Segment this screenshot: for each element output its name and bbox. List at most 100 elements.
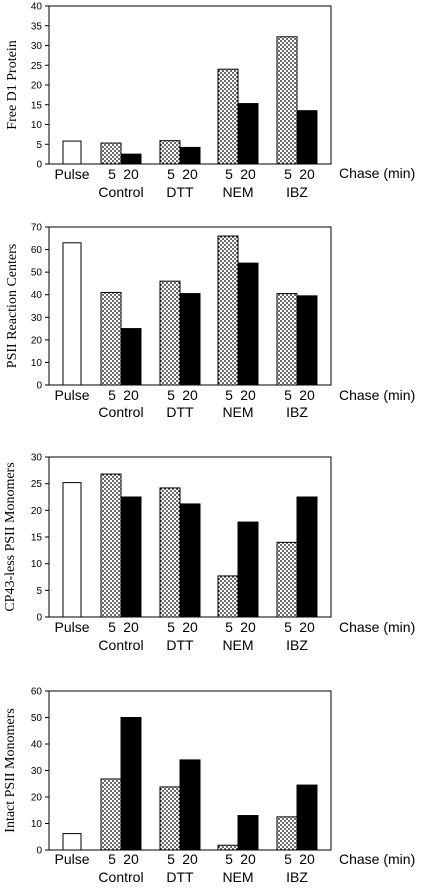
bar-ibz-5min bbox=[276, 541, 298, 618]
bar-control-20min bbox=[120, 328, 142, 386]
bar-pulse bbox=[62, 482, 82, 618]
time-label-20: 20 bbox=[123, 851, 139, 867]
time-label-5: 5 bbox=[284, 619, 292, 635]
y-tick-label: 30 bbox=[31, 41, 43, 52]
bar-ibz-20min bbox=[296, 110, 318, 165]
time-label-20: 20 bbox=[240, 851, 256, 867]
bar-dtt-20min bbox=[179, 293, 201, 386]
group-label-dtt: DTT bbox=[166, 404, 194, 420]
time-label-5: 5 bbox=[108, 387, 116, 403]
bar-nem-20min bbox=[237, 103, 259, 165]
y-tick-label: 20 bbox=[31, 335, 43, 346]
bar-control-5min bbox=[100, 473, 122, 618]
time-label-5: 5 bbox=[108, 619, 116, 635]
group-label-dtt: DTT bbox=[166, 184, 194, 200]
bar-control-5min bbox=[100, 142, 122, 165]
time-label-5: 5 bbox=[225, 619, 233, 635]
bar-nem-20min bbox=[237, 521, 259, 618]
category-label-pulse: Pulse bbox=[54, 619, 89, 635]
y-axis-label: PSII Reaction Centers bbox=[5, 244, 20, 368]
y-tick-label: 5 bbox=[36, 586, 42, 597]
bar-ibz-5min bbox=[276, 36, 298, 165]
time-label-20: 20 bbox=[182, 387, 198, 403]
y-tick-label: 5 bbox=[36, 140, 42, 151]
chase-label: Chase (min) bbox=[339, 165, 415, 181]
y-tick-label: 25 bbox=[31, 61, 43, 72]
bar-control-5min bbox=[100, 778, 122, 851]
category-label-pulse: Pulse bbox=[54, 166, 89, 182]
bar-nem-20min bbox=[237, 815, 259, 851]
time-label-5: 5 bbox=[108, 851, 116, 867]
y-tick-label: 40 bbox=[31, 290, 43, 301]
bar-pulse bbox=[62, 140, 82, 165]
y-tick-label: 15 bbox=[31, 100, 43, 111]
y-tick-label: 30 bbox=[31, 453, 43, 464]
y-tick-label: 15 bbox=[31, 533, 43, 544]
time-label-5: 5 bbox=[284, 851, 292, 867]
y-tick-label: 70 bbox=[31, 223, 43, 234]
time-label-20: 20 bbox=[299, 851, 315, 867]
group-label-control: Control bbox=[98, 637, 143, 653]
bar-pulse bbox=[62, 242, 82, 386]
time-label-5: 5 bbox=[284, 166, 292, 182]
time-label-5: 5 bbox=[225, 166, 233, 182]
y-tick-label: 20 bbox=[31, 793, 43, 804]
bar-control-20min bbox=[120, 717, 142, 851]
y-tick-label: 60 bbox=[31, 245, 43, 256]
bar-control-20min bbox=[120, 153, 142, 165]
y-tick-label: 30 bbox=[31, 766, 43, 777]
time-label-20: 20 bbox=[240, 619, 256, 635]
y-tick-label: 0 bbox=[36, 381, 42, 392]
time-label-20: 20 bbox=[182, 851, 198, 867]
time-label-20: 20 bbox=[299, 619, 315, 635]
bar-ibz-20min bbox=[296, 295, 318, 386]
y-tick-label: 20 bbox=[31, 506, 43, 517]
bar-nem-5min bbox=[217, 68, 239, 165]
time-label-20: 20 bbox=[123, 166, 139, 182]
category-label-pulse: Pulse bbox=[54, 387, 89, 403]
y-tick-label: 10 bbox=[31, 819, 43, 830]
bar-dtt-20min bbox=[179, 503, 201, 618]
chart-panel-2: 0 10 20 30 40 50 60 70 PSII Reaction Centers Puls… bbox=[5, 223, 415, 421]
group-label-dtt: DTT bbox=[166, 637, 194, 653]
y-tick-label: 0 bbox=[36, 613, 42, 624]
time-label-5: 5 bbox=[167, 619, 175, 635]
bar-dtt-5min bbox=[159, 280, 181, 386]
group-label-nem: NEM bbox=[222, 869, 253, 885]
group-label-nem: NEM bbox=[222, 637, 253, 653]
time-label-20: 20 bbox=[182, 619, 198, 635]
group-label-nem: NEM bbox=[222, 404, 253, 420]
time-label-5: 5 bbox=[225, 387, 233, 403]
bar-pulse bbox=[62, 833, 82, 851]
y-tick-label: 60 bbox=[31, 687, 43, 698]
bar-dtt-20min bbox=[179, 759, 201, 851]
y-tick-label: 10 bbox=[31, 120, 43, 131]
group-label-ibz: IBZ bbox=[286, 184, 308, 200]
time-label-5: 5 bbox=[167, 851, 175, 867]
time-label-20: 20 bbox=[240, 166, 256, 182]
chart-panel-1: 0 5 10 15 20 25 30 35 40 Free D1 Protein Pulse 5 20 C… bbox=[5, 2, 415, 201]
bar-nem-5min bbox=[217, 235, 239, 386]
group-label-control: Control bbox=[98, 404, 143, 420]
y-tick-label: 0 bbox=[36, 846, 42, 857]
bar-dtt-5min bbox=[159, 487, 181, 618]
bar-nem-5min bbox=[217, 844, 239, 851]
time-label-5: 5 bbox=[284, 387, 292, 403]
bar-dtt-5min bbox=[159, 786, 181, 851]
y-tick-label: 50 bbox=[31, 268, 43, 279]
y-tick-label: 25 bbox=[31, 479, 43, 490]
category-label-pulse: Pulse bbox=[54, 851, 89, 867]
chase-label: Chase (min) bbox=[339, 851, 415, 867]
bar-nem-5min bbox=[217, 575, 239, 618]
chase-label: Chase (min) bbox=[339, 619, 415, 635]
y-tick-label: 0 bbox=[36, 160, 42, 171]
time-label-20: 20 bbox=[240, 387, 256, 403]
chart-panel-3: 0 5 10 15 20 25 30 CP43-less PSII Monomers Pulse… bbox=[3, 453, 415, 654]
time-label-20: 20 bbox=[299, 166, 315, 182]
bar-dtt-5min bbox=[159, 140, 181, 165]
chase-label: Chase (min) bbox=[339, 387, 415, 403]
bar-dtt-20min bbox=[179, 146, 201, 165]
bar-control-20min bbox=[120, 496, 142, 618]
group-label-dtt: DTT bbox=[166, 869, 194, 885]
time-label-5: 5 bbox=[167, 387, 175, 403]
